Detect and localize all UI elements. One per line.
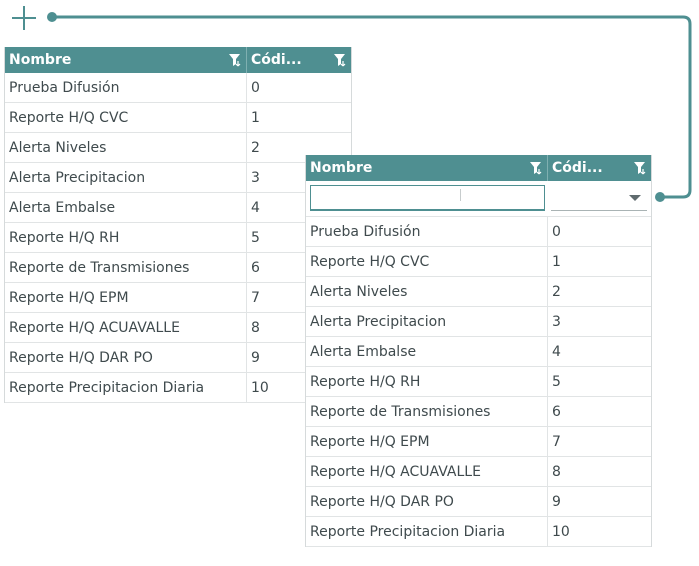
cell-codigo: 7 (552, 433, 561, 450)
grid-header: Nombre Códi... (306, 155, 651, 181)
cell-nombre: Prueba Difusión (306, 217, 548, 246)
cell-nombre: Reporte de Transmisiones (5, 253, 247, 282)
column-header-nombre[interactable]: Nombre (306, 155, 548, 181)
cell-codigo: 1 (552, 253, 561, 270)
table-row[interactable]: Reporte H/Q EPM 7 (306, 427, 651, 457)
filter-icon[interactable] (228, 53, 242, 67)
cell-nombre: Reporte H/Q EPM (5, 283, 247, 312)
table-row[interactable]: Reporte de Transmisiones 6 (5, 253, 351, 283)
cell-nombre: Alerta Embalse (306, 337, 548, 366)
filter-icon[interactable] (333, 53, 347, 67)
grid-before: Nombre Códi... Prueba Difusión 0 Reporte H… (4, 47, 352, 403)
table-row[interactable]: Reporte Precipitacion Diaria 10 (5, 373, 351, 403)
cell-codigo: 3 (552, 313, 561, 330)
cell-codigo: 4 (552, 343, 561, 360)
table-row[interactable]: Reporte H/Q CVC 1 (306, 247, 651, 277)
cell-nombre: Reporte H/Q EPM (306, 427, 548, 456)
codigo-filter-select[interactable] (551, 185, 647, 211)
cell-nombre: Reporte H/Q ACUAVALLE (5, 313, 247, 342)
cell-nombre: Alerta Embalse (5, 193, 247, 222)
cell-nombre: Reporte H/Q ACUAVALLE (306, 457, 548, 486)
grid-header: Nombre Códi... (5, 47, 351, 73)
table-row[interactable]: Reporte H/Q DAR PO 9 (306, 487, 651, 517)
grid-body: Prueba Difusión 0 Reporte H/Q CVC 1 Alerta N… (5, 73, 351, 403)
cell-codigo: 9 (251, 349, 260, 366)
table-row[interactable]: Prueba Difusión 0 (306, 217, 651, 247)
cell-codigo: 10 (552, 523, 570, 540)
filter-icon[interactable] (529, 161, 543, 175)
add-icon[interactable] (12, 6, 36, 30)
table-row[interactable]: Reporte de Transmisiones 6 (306, 397, 651, 427)
chevron-down-icon[interactable] (629, 195, 641, 201)
table-row[interactable]: Alerta Niveles 2 (306, 277, 651, 307)
cell-codigo: 5 (552, 373, 561, 390)
grid-after: Nombre Códi... Prueba Difusión 0 Reporte H… (305, 155, 652, 547)
table-row[interactable]: Reporte H/Q ACUAVALLE 8 (306, 457, 651, 487)
cell-codigo: 9 (552, 493, 561, 510)
cell-nombre: Reporte Precipitacion Diaria (306, 517, 548, 546)
table-row[interactable]: Reporte H/Q EPM 7 (5, 283, 351, 313)
cell-nombre: Reporte H/Q CVC (5, 103, 247, 132)
column-header-codigo[interactable]: Códi... (247, 47, 351, 73)
cell-nombre: Alerta Niveles (5, 133, 247, 162)
cell-codigo: 5 (251, 229, 260, 246)
column-header-nombre[interactable]: Nombre (5, 47, 247, 73)
cell-codigo: 0 (552, 223, 561, 240)
table-row[interactable]: Alerta Precipitacion 3 (306, 307, 651, 337)
cell-codigo: 1 (251, 109, 260, 126)
grid-body: Prueba Difusión 0 Reporte H/Q CVC 1 Alerta N… (306, 217, 651, 547)
cell-codigo: 7 (251, 289, 260, 306)
cell-codigo: 6 (552, 403, 561, 420)
cell-codigo: 2 (251, 139, 260, 156)
cell-nombre: Reporte H/Q DAR PO (306, 487, 548, 516)
cell-codigo: 8 (552, 463, 561, 480)
cell-nombre: Alerta Precipitacion (306, 307, 548, 336)
cell-nombre: Reporte H/Q RH (306, 367, 548, 396)
column-header-codigo[interactable]: Códi... (548, 155, 651, 181)
cell-nombre: Reporte Precipitacion Diaria (5, 373, 247, 402)
table-row[interactable]: Reporte H/Q RH 5 (306, 367, 651, 397)
table-row[interactable]: Alerta Precipitacion 3 (5, 163, 351, 193)
cell-codigo: 8 (251, 319, 260, 336)
table-row[interactable]: Alerta Embalse 4 (306, 337, 651, 367)
cell-nombre: Reporte H/Q RH (5, 223, 247, 252)
cell-codigo: 3 (251, 169, 260, 186)
cell-codigo: 0 (251, 79, 260, 96)
table-row[interactable]: Alerta Niveles 2 (5, 133, 351, 163)
nombre-filter-input[interactable] (310, 185, 546, 211)
cell-codigo: 10 (251, 379, 269, 396)
cell-codigo: 2 (552, 283, 561, 300)
filter-row (306, 181, 651, 217)
table-row[interactable]: Reporte H/Q DAR PO 9 (5, 343, 351, 373)
table-row[interactable]: Reporte H/Q RH 5 (5, 223, 351, 253)
cell-nombre: Reporte H/Q DAR PO (5, 343, 247, 372)
cell-codigo: 6 (251, 259, 260, 276)
cell-nombre: Alerta Niveles (306, 277, 548, 306)
cell-codigo: 4 (251, 199, 260, 216)
table-row[interactable]: Reporte Precipitacion Diaria 10 (306, 517, 651, 547)
table-row[interactable]: Reporte H/Q ACUAVALLE 8 (5, 313, 351, 343)
table-row[interactable]: Reporte H/Q CVC 1 (5, 103, 351, 133)
table-row[interactable]: Alerta Embalse 4 (5, 193, 351, 223)
cell-nombre: Alerta Precipitacion (5, 163, 247, 192)
table-row[interactable]: Prueba Difusión 0 (5, 73, 351, 103)
filter-icon[interactable] (633, 161, 647, 175)
cell-nombre: Reporte H/Q CVC (306, 247, 548, 276)
cell-nombre: Reporte de Transmisiones (306, 397, 548, 426)
text-cursor (460, 189, 461, 201)
cell-nombre: Prueba Difusión (5, 73, 247, 102)
